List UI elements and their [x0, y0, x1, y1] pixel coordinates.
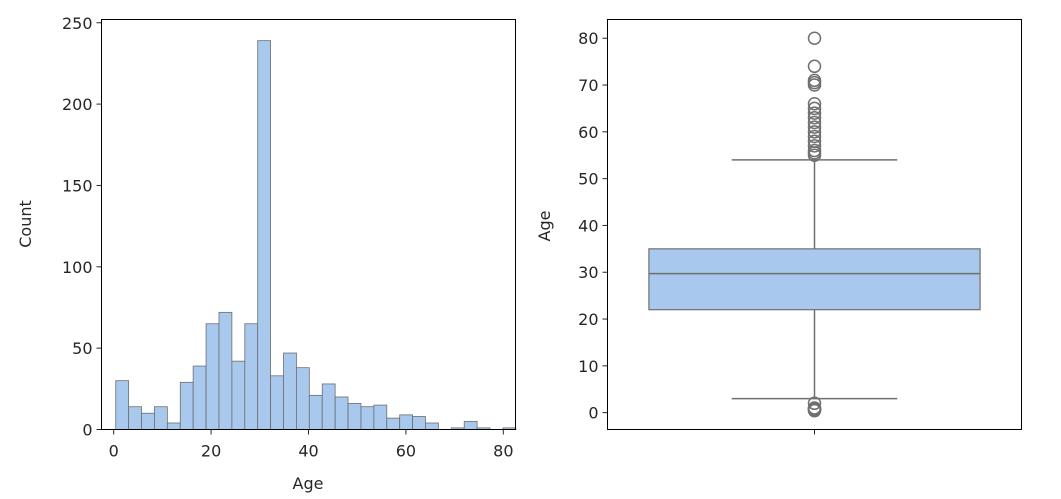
boxplot-outlier — [807, 143, 822, 158]
histogram-bar — [283, 352, 297, 430]
boxplot-outlier — [807, 396, 822, 411]
histogram-y-tick-label: 100 — [62, 258, 93, 277]
boxplot-outlier — [807, 115, 822, 130]
boxplot-outlier — [807, 31, 822, 45]
boxplot-y-ticks: 0 10 20 30 40 50 60 70 80 — [578, 29, 608, 423]
histogram-axes-frame — [101, 19, 516, 430]
histogram-x-tick-label: 20 — [201, 442, 221, 461]
boxplot-marks — [648, 31, 981, 418]
histogram-bar — [128, 406, 142, 430]
histogram-y-tick-label: 250 — [62, 14, 93, 33]
histogram-bar — [463, 420, 478, 430]
histogram-y-tick-label: 200 — [62, 95, 93, 114]
boxplot-y-tick-label: 10 — [578, 357, 598, 376]
boxplot-y-tick-label: 40 — [578, 216, 598, 235]
boxplot-y-tick-label: 60 — [578, 123, 598, 142]
boxplot-box — [648, 248, 981, 311]
histogram-bar — [231, 360, 246, 430]
boxplot-outlier — [807, 101, 822, 116]
histogram-bar — [425, 422, 439, 430]
histogram-x-axis-label: Age — [293, 474, 324, 493]
histogram-bar — [399, 414, 413, 430]
histogram-bar — [141, 412, 155, 430]
histogram-bar — [373, 404, 388, 430]
histogram-y-tick-label: 150 — [62, 176, 93, 195]
boxplot-outlier — [807, 125, 822, 139]
histogram-y-axis-label: Count — [16, 200, 35, 248]
boxplot-outlier — [807, 120, 822, 134]
histogram-y-tick-label: 50 — [72, 339, 92, 358]
histogram-bar — [270, 375, 284, 430]
boxplot-outlier — [807, 73, 822, 88]
boxplot-outlier — [807, 111, 822, 125]
histogram-bar — [257, 40, 272, 430]
histogram-bar — [360, 406, 375, 430]
histogram-bar — [192, 365, 207, 430]
boxplot-y-tick-label: 80 — [578, 29, 598, 48]
boxplot-outlier — [807, 129, 822, 144]
boxplot-y-tick-label: 50 — [578, 170, 598, 189]
histogram-x-tick-label: 0 — [109, 442, 119, 461]
boxplot-outlier — [807, 106, 822, 120]
histogram-bar — [115, 380, 130, 430]
boxplot-y-tick-label: 30 — [578, 263, 598, 282]
histogram-bar — [179, 381, 194, 430]
boxplot-y-tick-label: 20 — [578, 310, 598, 329]
histogram-bar — [218, 311, 233, 430]
boxplot-y-tick-label: 0 — [588, 404, 598, 423]
histogram-bar — [244, 323, 259, 430]
histogram-y-tick-label: 0 — [82, 421, 92, 440]
boxplot-y-axis-label: Age — [535, 211, 554, 242]
boxplot-panel: 0 10 20 30 40 50 60 70 80 Age — [535, 19, 1022, 435]
histogram-bar — [412, 416, 426, 430]
histogram-x-tick-label: 80 — [493, 442, 513, 461]
histogram-panel: 0 50 100 150 200 250 0 20 40 60 80 Age Count — [16, 14, 517, 493]
histogram-bars — [115, 40, 517, 430]
boxplot-outlier — [807, 59, 822, 74]
histogram-bar — [334, 396, 349, 430]
histogram-x-tick-label: 40 — [298, 442, 318, 461]
histogram-bar — [386, 417, 401, 430]
histogram-bar — [296, 367, 310, 430]
boxplot-outlier — [807, 134, 822, 148]
histogram-bar — [166, 422, 181, 430]
histogram-bar — [308, 394, 323, 430]
boxplot-outlier — [807, 401, 822, 415]
histogram-bar — [321, 383, 336, 430]
boxplot-y-tick-label: 70 — [578, 76, 598, 95]
histogram-bar — [347, 403, 362, 430]
histogram-bar — [205, 323, 220, 430]
histogram-bar — [154, 406, 168, 430]
histogram-y-ticks: 0 50 100 150 200 250 — [62, 14, 102, 440]
boxplot-outlier — [807, 139, 822, 153]
histogram-x-tick-label: 60 — [396, 442, 416, 461]
histogram-x-ticks: 0 20 40 60 80 — [109, 429, 514, 461]
boxplot-outlier — [807, 96, 822, 111]
